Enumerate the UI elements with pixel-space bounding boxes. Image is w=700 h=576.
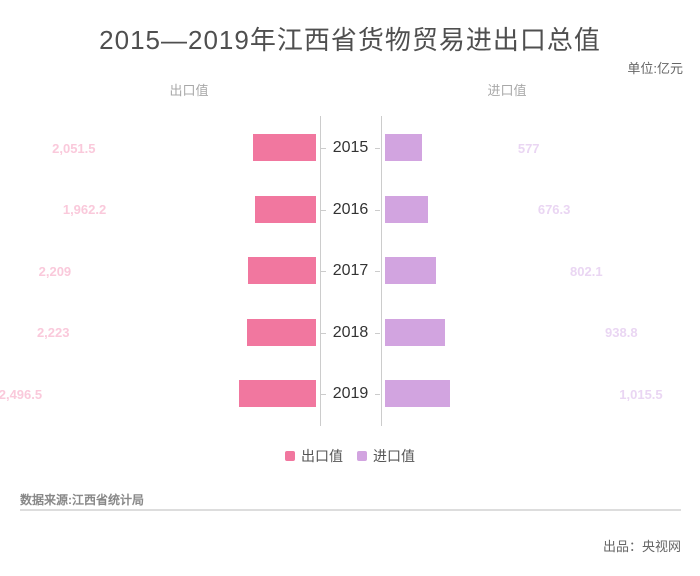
chart-title: 2015—2019年江西省货物贸易进出口总值 — [99, 25, 601, 55]
year-label: 2018 — [332, 323, 369, 341]
export-bar — [255, 195, 316, 223]
import-value-label: 577 — [517, 140, 540, 156]
chart-row: 2,223 2018 938.8 — [0, 302, 700, 364]
right-axis-tick — [375, 209, 380, 211]
import-value-label: 938.8 — [605, 325, 638, 340]
left-axis-tick — [321, 271, 326, 272]
import-value-label: 676.3 — [537, 202, 571, 217]
chart-row: 2,496.5 2019 1,015.5 — [0, 363, 700, 425]
right-axis-line — [381, 116, 382, 426]
chart-row: 2,209 2017 802.1 — [0, 240, 700, 302]
chart-row: 2,051.5 2015 577 — [0, 117, 700, 179]
right-axis-tick — [375, 394, 380, 395]
legend-label-export: 出口值 — [301, 448, 343, 464]
chart-legend: 出口值 进口值 — [0, 446, 700, 466]
divider-line — [20, 509, 681, 511]
import-legend-swatch-icon — [357, 451, 367, 461]
publisher-note: 出品：央视网 — [602, 539, 681, 554]
export-bar — [247, 257, 316, 284]
import-bar — [385, 380, 450, 407]
export-value-label: 2,223 — [36, 325, 70, 340]
export-value-label: 2,051.5 — [52, 140, 96, 156]
import-bar — [385, 257, 437, 284]
legend-label-import: 进口值 — [373, 448, 415, 464]
export-value-label: 2,209 — [38, 263, 72, 279]
year-label: 2016 — [332, 200, 369, 218]
import-value-label: 802.1 — [570, 263, 603, 279]
data-source-note: 数据来源:江西省统计局 — [20, 493, 144, 507]
export-value-label: 2,496.5 — [0, 386, 43, 402]
export-column-header: 出口值 — [169, 83, 209, 98]
year-label: 2017 — [332, 262, 369, 279]
export-bar — [252, 134, 316, 161]
left-axis-tick — [321, 394, 326, 395]
legend-item-import[interactable]: 进口值 — [357, 446, 415, 466]
export-bar — [238, 380, 316, 407]
left-axis-tick — [321, 332, 326, 334]
left-axis-line — [320, 116, 321, 426]
chart-row: 1,962.2 2016 676.3 — [0, 179, 700, 241]
year-label: 2019 — [332, 385, 369, 402]
export-value-label: 1,962.2 — [62, 202, 107, 217]
import-bar — [385, 134, 422, 161]
export-legend-swatch-icon — [285, 451, 295, 461]
right-axis-tick — [375, 332, 380, 334]
year-label: 2015 — [332, 139, 369, 156]
left-axis-tick — [321, 148, 326, 149]
right-axis-tick — [375, 148, 380, 149]
import-bar — [385, 318, 446, 346]
left-axis-tick — [321, 209, 326, 211]
right-axis-tick — [375, 271, 380, 272]
import-bar — [385, 195, 429, 223]
import-value-label: 1,015.5 — [619, 386, 663, 402]
unit-label: 单位:亿元 — [627, 61, 683, 76]
legend-item-export[interactable]: 出口值 — [285, 446, 343, 466]
export-bar — [247, 318, 316, 346]
import-column-header: 进口值 — [487, 83, 527, 98]
